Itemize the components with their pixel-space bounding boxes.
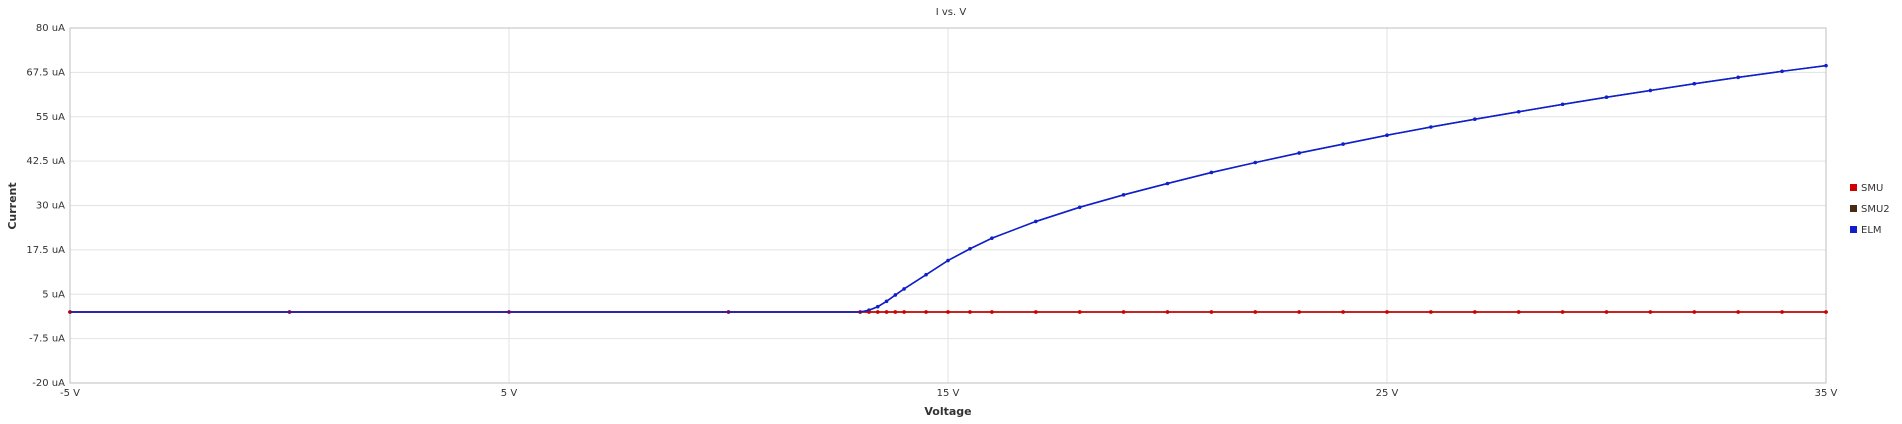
- x-axis-ticks: -5 V 5 V 15 V 25 V 35 V: [60, 388, 1838, 399]
- x-tick-label: 5 V: [501, 388, 518, 399]
- legend-label-smu: SMU: [1861, 183, 1883, 194]
- data-point: [1824, 310, 1828, 314]
- data-point: [1034, 310, 1038, 314]
- plot-area: [69, 27, 1827, 384]
- y-tick-label: 5 uA: [42, 289, 65, 300]
- data-point: [884, 310, 889, 314]
- data-point: [1736, 310, 1740, 314]
- data-point: [1209, 310, 1214, 314]
- data-point: [1297, 310, 1301, 314]
- y-tick-label: 55 uA: [36, 112, 65, 123]
- data-point: [1516, 310, 1521, 314]
- series-line-elm-overlay: [70, 64, 1827, 313]
- data-point: [1648, 310, 1653, 314]
- legend-swatch-smu: [1850, 184, 1857, 191]
- data-point: [902, 310, 906, 314]
- legend-swatch-smu2: [1850, 205, 1857, 212]
- legend-label-elm: ELM: [1861, 225, 1882, 236]
- y-tick-label: 30 uA: [36, 201, 65, 212]
- data-point: [946, 310, 950, 314]
- data-point: [875, 310, 880, 314]
- series-group: [68, 63, 1828, 314]
- data-point: [1692, 310, 1697, 314]
- x-tick-label: 25 V: [1376, 388, 1399, 399]
- y-axis-title: Current: [6, 182, 19, 229]
- data-point: [1121, 310, 1126, 314]
- data-point: [1341, 310, 1345, 314]
- data-point: [1253, 310, 1258, 314]
- data-point: [1385, 310, 1389, 314]
- data-point: [1165, 310, 1170, 314]
- x-tick-label: -5 V: [60, 388, 80, 399]
- y-tick-label: 80 uA: [36, 23, 65, 34]
- y-tick-label: -7.5 uA: [29, 334, 65, 345]
- y-tick-label: 42.5 uA: [26, 156, 65, 167]
- legend-swatch-elm: [1850, 226, 1857, 233]
- data-point: [1604, 310, 1609, 314]
- data-point: [1780, 310, 1784, 314]
- legend-label-smu2: SMU2: [1861, 204, 1890, 215]
- y-tick-label: 67.5 uA: [26, 67, 65, 78]
- y-tick-label: 17.5 uA: [26, 245, 65, 256]
- data-point: [968, 310, 972, 314]
- data-point: [1473, 310, 1477, 314]
- data-point: [1560, 310, 1565, 314]
- data-point: [1077, 310, 1082, 314]
- x-axis-title: Voltage: [924, 405, 971, 418]
- x-tick-label: 35 V: [1815, 388, 1838, 399]
- data-point: [1429, 310, 1433, 314]
- legend: SMU SMU2 ELM: [1850, 183, 1890, 236]
- series-markers-smu: [68, 310, 1828, 314]
- data-point: [924, 310, 928, 314]
- data-point: [990, 310, 994, 314]
- grid: [69, 27, 1827, 384]
- y-axis-ticks: -20 uA -7.5 uA 5 uA 17.5 uA 30 uA 42.5 uA 55 u…: [26, 23, 65, 389]
- x-tick-label: 15 V: [937, 388, 960, 399]
- chart-title: I vs. V: [936, 7, 967, 18]
- y-tick-label: -20 uA: [32, 378, 65, 389]
- data-point: [893, 310, 898, 314]
